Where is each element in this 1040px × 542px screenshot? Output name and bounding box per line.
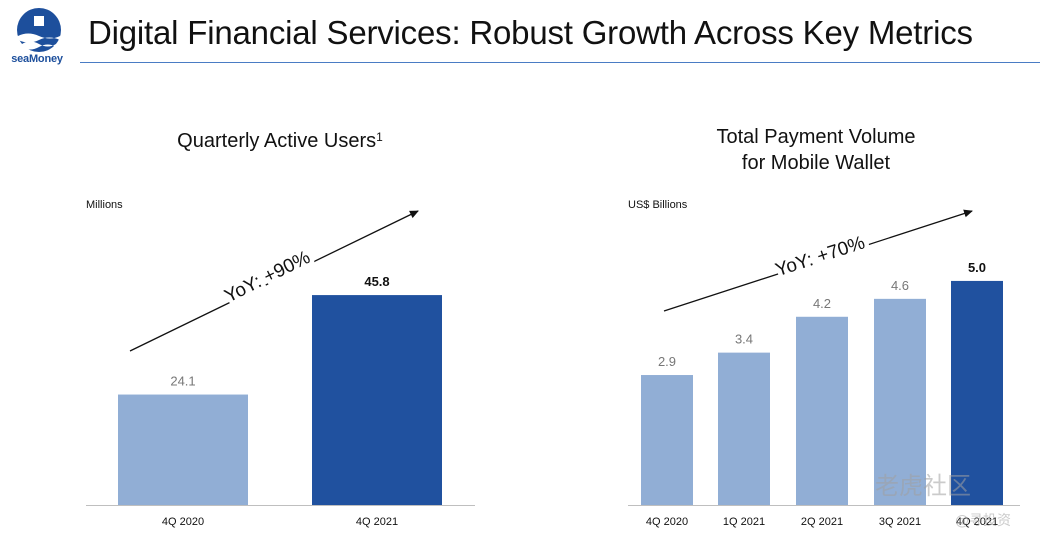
qau-category-label-1: 4Q 2020: [162, 516, 204, 528]
tpv-category-label-3: 2Q 2021: [801, 516, 843, 528]
tpv-value-label-4: 4.6: [891, 278, 909, 293]
unit-label-millions: Millions: [86, 199, 123, 211]
qau-bar-1: [118, 394, 248, 505]
unit-label-usd-billions: US$ Billions: [628, 199, 688, 211]
footnote-marker: 1: [376, 130, 383, 144]
tpv-category-label-4: 3Q 2021: [879, 516, 921, 528]
tpv-value-label-1: 2.9: [658, 354, 676, 369]
chart-title-tpv-line2: for Mobile Wallet: [741, 152, 891, 174]
tpv-bar-5: [951, 280, 1003, 505]
tpv-value-label-3: 4.2: [813, 296, 831, 311]
page-title: Digital Financial Services: Robust Growt…: [88, 14, 973, 51]
qau-yoy-annotation: YoY: +90%: [221, 247, 314, 307]
tpv-bar-3: [796, 316, 848, 505]
qau-value-label-1: 24.1: [170, 374, 195, 389]
watermark: 老虎社区: [875, 472, 971, 500]
tpv-category-label-5: 4Q 2021: [956, 516, 998, 528]
tpv-bar-1: [641, 375, 693, 505]
qau-value-label-2: 45.8: [364, 274, 389, 289]
logo-text: seaMoney: [11, 53, 63, 65]
seamoney-logo: [17, 8, 61, 52]
tpv-yoy-annotation: YoY: +70%: [773, 232, 868, 281]
tpv-growth-arrow: [663, 209, 973, 312]
chart-title-tpv: Total Payment Volume for Mobile Wallet: [666, 124, 966, 176]
chart-title-qau-text: Quarterly Active Users: [177, 130, 377, 152]
tpv-value-label-2: 3.4: [735, 332, 753, 347]
tpv-bar-2: [718, 352, 770, 505]
title-divider: [80, 62, 1040, 63]
tpv-bar-4: [874, 298, 926, 505]
watermark-sub: @寻投资: [955, 513, 1011, 529]
tpv-category-label-1: 4Q 2020: [646, 516, 688, 528]
chart-title-qau: Quarterly Active Users1: [130, 124, 430, 154]
qau-bar-2: [312, 295, 442, 505]
tpv-value-label-5: 5.0: [968, 260, 986, 275]
chart-title-tpv-line1: Total Payment Volume: [716, 126, 916, 148]
tpv-category-label-2: 1Q 2021: [723, 516, 765, 528]
qau-growth-arrow: [129, 210, 419, 352]
qau-category-label-2: 4Q 2021: [356, 516, 398, 528]
